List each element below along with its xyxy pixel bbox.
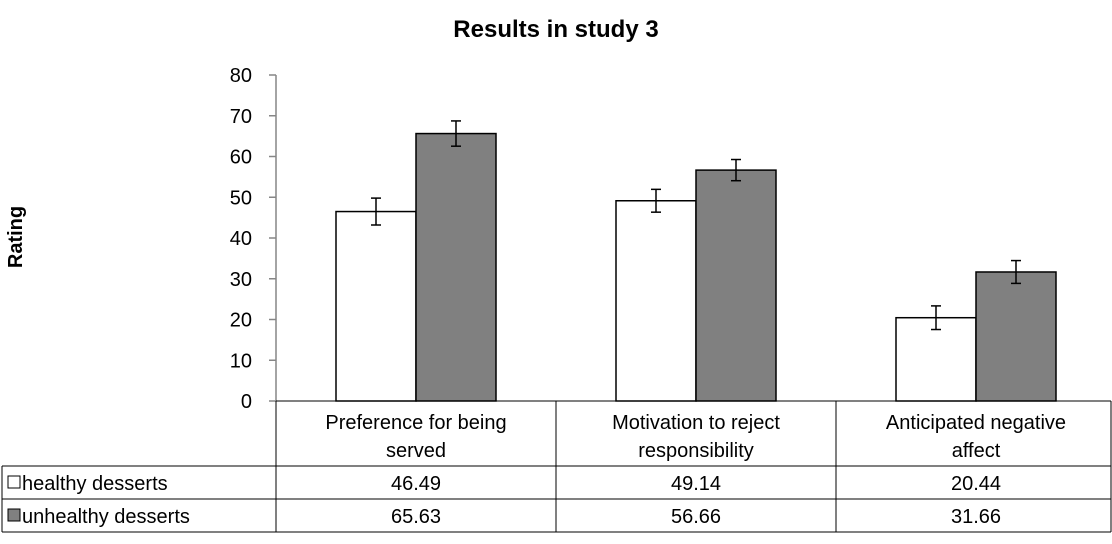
category-label: Preference for being (325, 412, 506, 434)
category-label: served (386, 440, 446, 462)
y-axis: 0 10 20 30 40 50 60 70 80 (230, 65, 277, 413)
legend-swatch (7, 508, 21, 522)
legend-label: unhealthy desserts (22, 506, 190, 528)
category-label: responsibility (638, 440, 754, 462)
y-tick-label: 40 (230, 228, 252, 250)
legend-swatch (7, 475, 21, 489)
data-value-label: 56.66 (671, 506, 721, 528)
bar (975, 271, 1057, 402)
bar (615, 200, 697, 402)
category-label: affect (952, 440, 1001, 462)
y-axis-label: Rating (5, 206, 27, 268)
y-tick-label: 80 (230, 65, 252, 87)
data-value-label: 20.44 (951, 473, 1001, 495)
data-value-label: 46.49 (391, 473, 441, 495)
data-value-label: 31.66 (951, 506, 1001, 528)
category-label: Motivation to reject (612, 412, 780, 434)
y-tick-label: 70 (230, 106, 252, 128)
y-tick-label: 30 (230, 269, 252, 291)
error-bars (371, 120, 1021, 331)
data-table: Preference for being served Motivation to … (1, 400, 1112, 533)
bar (415, 132, 497, 402)
category-label: Anticipated negative (886, 412, 1066, 434)
legend-label: healthy desserts (22, 473, 168, 495)
chart-title: Results in study 3 (453, 16, 658, 43)
y-tick-label: 20 (230, 310, 252, 332)
bar (335, 210, 417, 402)
bars (335, 132, 1057, 402)
y-tick-label: 50 (230, 187, 252, 209)
y-tick-label: 60 (230, 147, 252, 169)
y-tick-label: 0 (241, 391, 252, 413)
data-value-label: 49.14 (671, 473, 721, 495)
bar (695, 169, 777, 402)
y-tick-label: 10 (230, 350, 252, 372)
data-value-label: 65.63 (391, 506, 441, 528)
